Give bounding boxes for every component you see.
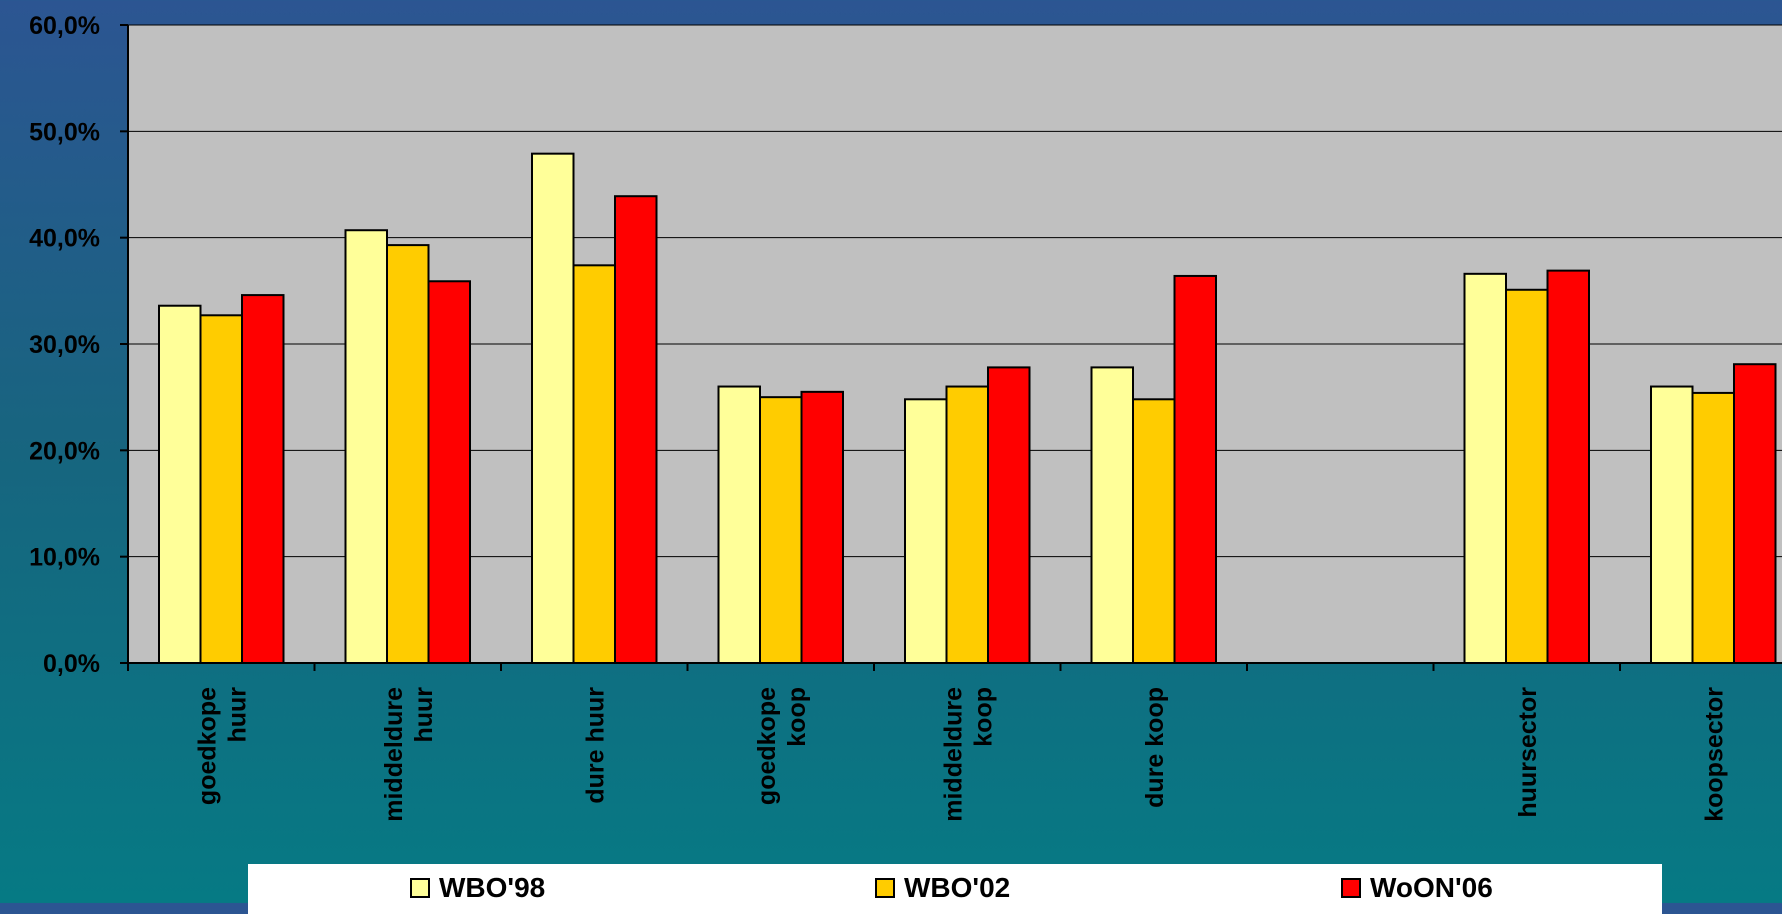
bar-woon06-4 (987, 366, 1031, 664)
bar-wbo02-4 (945, 385, 989, 664)
y-tick-label: 40,0% (29, 225, 100, 253)
y-axis-ticks: 0,0% 10,0% 20,0% 30,0% 40,0% 50,0% 60,0% (29, 12, 128, 678)
x-category-label: huursector (1514, 687, 1542, 818)
bar-woon06-1 (427, 280, 471, 664)
bar-woon06-2 (614, 195, 658, 665)
x-category-label: koopsector (1700, 687, 1728, 822)
x-category-label: middeldurekoop (939, 687, 997, 822)
legend-swatch-wbo02 (875, 878, 895, 898)
bar-wbo02-1 (386, 244, 430, 665)
legend: WBO'98 WBO'02 WoON'06 (248, 864, 1662, 914)
bar-wbo98-1 (344, 229, 388, 664)
legend-label-woon06: WoON'06 (1370, 872, 1493, 903)
legend-item-wbo02: WBO'02 (875, 872, 1010, 904)
y-tick-label: 30,0% (29, 331, 100, 359)
x-axis-ticks: goedkopehuur middeldurehuur dure huur goedk… (127, 663, 1728, 822)
bar-wbo02-2 (572, 264, 616, 664)
bar-woon06-3 (800, 390, 844, 664)
bar-wbo02-5 (1132, 398, 1176, 664)
legend-item-woon06: WoON'06 (1341, 872, 1493, 904)
x-category-label: dure koop (1141, 687, 1169, 808)
bar-wbo98-3 (717, 385, 761, 664)
bar-woon06-5 (1173, 274, 1217, 664)
y-tick-label: 10,0% (29, 544, 100, 572)
bar-wbo02-0 (199, 314, 243, 664)
bar-wbo98-8 (1650, 385, 1694, 664)
legend-swatch-woon06 (1341, 878, 1361, 898)
legend-label-wbo02: WBO'02 (904, 872, 1011, 903)
bar-wbo98-2 (531, 152, 575, 664)
legend-swatch-wbo98 (410, 878, 430, 898)
bar-wbo98-5 (1090, 366, 1134, 664)
y-tick-label: 20,0% (29, 437, 100, 465)
bar-wbo02-3 (759, 396, 803, 664)
bar-wbo02-7 (1505, 288, 1549, 664)
y-tick-label: 0,0% (43, 650, 100, 678)
y-tick-label: 50,0% (29, 118, 100, 146)
legend-item-wbo98: WBO'98 (410, 872, 545, 904)
bars (158, 152, 1777, 665)
x-category-label: goedkopehuur (193, 687, 251, 805)
bar-wbo98-7 (1463, 272, 1507, 664)
bar-woon06-8 (1733, 363, 1777, 664)
x-category-label: goedkopekoop (753, 687, 811, 805)
y-tick-label: 60,0% (29, 12, 100, 40)
x-category-label: dure huur (581, 687, 609, 804)
bar-wbo98-4 (904, 398, 948, 664)
legend-label-wbo98: WBO'98 (439, 872, 546, 903)
bar-woon06-7 (1546, 269, 1590, 664)
bar-wbo02-8 (1691, 391, 1735, 664)
bar-woon06-0 (241, 294, 285, 664)
bar-wbo98-0 (158, 304, 202, 664)
x-category-label: middeldurehuur (380, 687, 438, 822)
